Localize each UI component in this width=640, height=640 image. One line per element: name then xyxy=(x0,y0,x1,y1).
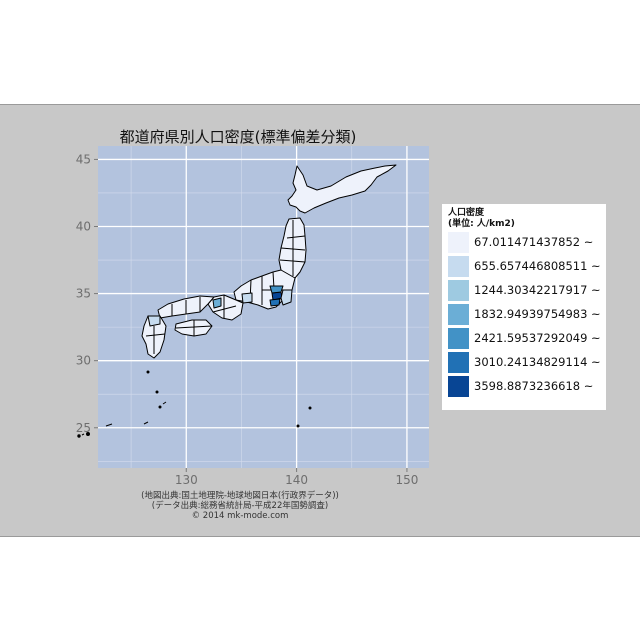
chubu-borders xyxy=(249,271,283,306)
map-chart: 都道府県別人口密度(標準偏差分類) xyxy=(76,128,429,521)
legend-swatch xyxy=(448,279,469,301)
chugoku-borders xyxy=(171,297,201,316)
island xyxy=(155,390,159,394)
prefecture-osaka xyxy=(212,297,222,309)
legend-entry: 1244.30342217917 ~ xyxy=(448,278,606,302)
y-axis: 25 30 35 40 45 xyxy=(76,152,98,435)
legend-entry: 655.657446808511 ~ xyxy=(448,254,606,278)
legend-label: 2421.59537292049 ~ xyxy=(474,331,601,345)
prefecture-kanagawa xyxy=(269,298,281,307)
tohoku-borders xyxy=(279,220,306,276)
prefecture-hokkaido xyxy=(287,164,397,214)
island xyxy=(308,406,312,410)
y-tick-label: 30 xyxy=(76,354,91,368)
y-tick-label: 35 xyxy=(76,287,91,301)
legend-swatch xyxy=(448,351,469,373)
credit-line: (地図出典:国土地理院-地球地図日本(行政界データ)) xyxy=(141,490,339,501)
legend-label: 1244.30342217917 ~ xyxy=(474,283,601,297)
legend-label: 67.011471437852 ~ xyxy=(474,235,594,249)
legend-swatch xyxy=(448,327,469,349)
prefecture-aichi xyxy=(241,292,253,304)
x-axis: 130 140 150 xyxy=(175,468,418,487)
credit-line: (データ出典:総務省統計局-平成22年国勢調査) xyxy=(152,500,328,511)
prefecture-chiba xyxy=(280,289,293,306)
nansei-islands xyxy=(81,401,167,436)
kyushu-borders xyxy=(145,326,166,354)
japan-map xyxy=(77,164,397,438)
y-tick-label: 40 xyxy=(76,220,91,234)
island xyxy=(77,434,81,438)
prefecture-saitama xyxy=(269,285,284,294)
legend-entry: 67.011471437852 ~ xyxy=(448,230,606,254)
legend-swatch xyxy=(448,375,469,397)
credits: (地図出典:国土地理院-地球地図日本(行政界データ))(データ出典:総務省統計局… xyxy=(141,490,339,521)
island xyxy=(86,432,90,436)
legend-label: 3010.24134829114 ~ xyxy=(474,355,601,369)
legend-label: 3598.8873236618 ~ xyxy=(474,379,594,393)
legend: 人口密度 (単位: 人/km2) 67.011471437852 ~ 655.65… xyxy=(442,204,606,410)
kinki-borders xyxy=(212,295,237,318)
legend-entry: 3598.8873236618 ~ xyxy=(448,374,606,398)
legend-entry: 1832.94939754983 ~ xyxy=(448,302,606,326)
island xyxy=(296,424,300,428)
prefecture-fukuoka xyxy=(147,315,161,327)
legend-label: 655.657446808511 ~ xyxy=(474,259,601,273)
chart-title: 都道府県別人口密度(標準偏差分類) xyxy=(120,128,357,146)
x-tick-label: 130 xyxy=(175,473,198,487)
legend-swatch xyxy=(448,231,469,253)
x-tick-label: 150 xyxy=(395,473,418,487)
y-tick-label: 25 xyxy=(76,421,91,435)
shikoku-borders xyxy=(175,320,213,336)
island xyxy=(158,405,162,409)
legend-label: 1832.94939754983 ~ xyxy=(474,307,601,321)
y-tick-label: 45 xyxy=(76,152,91,166)
legend-entries: 67.011471437852 ~ 655.657446808511 ~ 1244.… xyxy=(448,230,606,398)
legend-entry: 3010.24134829114 ~ xyxy=(448,350,606,374)
legend-entry: 2421.59537292049 ~ xyxy=(448,326,606,350)
x-tick-label: 140 xyxy=(285,473,308,487)
island xyxy=(146,370,150,374)
legend-title: 人口密度 (単位: 人/km2) xyxy=(448,208,515,229)
legend-swatch xyxy=(448,255,469,277)
legend-swatch xyxy=(448,303,469,325)
credit-line: © 2014 mk-mode.com xyxy=(192,511,289,521)
